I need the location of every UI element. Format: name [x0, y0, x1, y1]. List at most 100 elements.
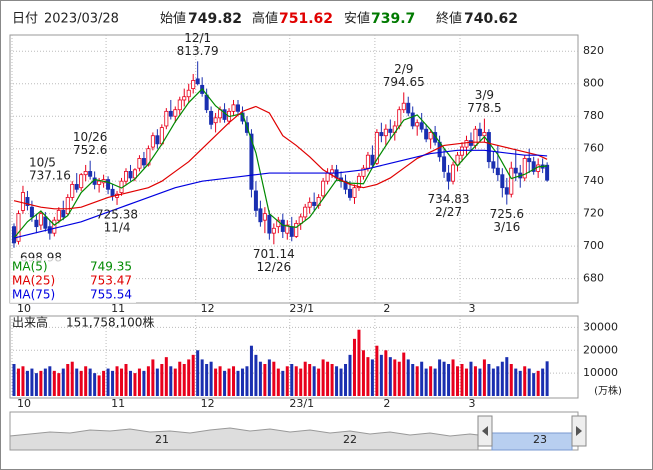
ma-line — [13, 88, 548, 239]
volume-bar — [102, 370, 106, 396]
volume-bar — [245, 366, 249, 396]
volume-bar — [384, 350, 388, 396]
candle-body — [231, 104, 236, 112]
volume-bar — [527, 368, 531, 396]
volume-bar — [460, 364, 464, 396]
x-tick-label: 10 — [17, 302, 31, 315]
volume-bar — [379, 354, 383, 396]
date-label: 日付 — [12, 12, 38, 27]
candle-body — [486, 132, 491, 163]
volume-bar — [142, 370, 146, 396]
candle-body — [204, 94, 209, 111]
legend-name: MA(25) — [12, 274, 55, 288]
candle-body — [88, 171, 93, 177]
volume-bar — [469, 361, 473, 396]
volume-bar — [66, 364, 70, 396]
x-tick-label: 23/1 — [289, 397, 314, 410]
volume-bar — [79, 370, 83, 396]
candle-body — [312, 201, 317, 206]
candle-body — [70, 184, 75, 198]
candle-body — [124, 171, 129, 182]
annotation-value: 752.6 — [73, 143, 107, 157]
volume-bar — [393, 359, 397, 396]
navigator-area — [9, 427, 479, 451]
candle-body — [491, 161, 496, 169]
candle-body — [477, 128, 482, 137]
candle-body — [442, 156, 447, 172]
volume-bar — [57, 373, 61, 396]
low-label: 安値 — [344, 11, 370, 27]
volume-bar — [429, 366, 433, 396]
volume-bar — [545, 361, 549, 396]
volume-bar — [308, 364, 312, 396]
volume-bar — [209, 361, 213, 396]
volume-bar — [218, 366, 222, 396]
annotation-date: 3/16 — [493, 220, 520, 234]
annotation-date: 12/1 — [184, 31, 211, 45]
candle-body — [173, 109, 178, 117]
annotation-date: 10/5 — [29, 155, 56, 169]
close-label: 終値 — [436, 11, 462, 27]
annotation-date: 12/26 — [257, 260, 292, 274]
candle-body — [370, 154, 375, 166]
volume-bar — [330, 364, 334, 396]
y-tick-label: 760 — [583, 142, 604, 155]
volume-bar — [496, 366, 500, 396]
candle-body — [38, 213, 43, 226]
volume-bar — [120, 368, 124, 396]
navigator-selection[interactable] — [491, 432, 573, 451]
candle-body — [504, 187, 509, 195]
volume-bar — [164, 357, 168, 396]
candle-body — [388, 128, 393, 133]
volume-bar — [263, 364, 267, 396]
candle-body — [419, 122, 424, 130]
volume-bar — [43, 368, 47, 396]
volume-bar — [236, 370, 240, 396]
legend-box — [10, 258, 136, 303]
candle-body — [132, 169, 137, 179]
candle-body — [43, 216, 48, 229]
navigator-label: 23 — [533, 433, 547, 446]
candle-body — [150, 135, 155, 148]
candle-body — [428, 132, 433, 140]
volume-bar — [227, 368, 231, 396]
volume-bar — [402, 352, 406, 396]
candle-body — [343, 180, 348, 190]
y-tick-label: 30000 — [583, 320, 618, 333]
candle-body — [473, 128, 478, 146]
ma-line — [13, 149, 548, 239]
candle-body — [361, 167, 366, 177]
volume-bar — [303, 361, 307, 396]
volume-bar — [290, 364, 294, 396]
candle-body — [464, 140, 469, 148]
candle-body — [97, 180, 102, 185]
high-value: 751.62 — [279, 11, 333, 27]
annotation-date: 2/27 — [435, 205, 462, 219]
volume-bar — [424, 368, 428, 396]
candle-body — [249, 133, 254, 190]
candle-body — [106, 179, 111, 190]
candle-body — [459, 146, 464, 156]
candle-body — [527, 158, 532, 163]
candle-body — [446, 172, 451, 182]
annotation-date: 3/9 — [475, 88, 494, 102]
volume-bar — [12, 364, 16, 396]
volume-bar — [128, 370, 132, 396]
volume-bar — [491, 368, 495, 396]
volume-bar — [30, 368, 34, 396]
volume-bar — [173, 368, 177, 396]
annotation-value: 794.65 — [383, 75, 425, 89]
volume-bar — [361, 350, 365, 396]
candle-body — [11, 226, 16, 244]
x-tick-label: 3 — [469, 397, 476, 410]
candle-body — [52, 219, 57, 234]
volume-bar — [518, 370, 522, 396]
ma-line — [13, 105, 548, 210]
volume-bar — [75, 368, 79, 396]
candle-body — [482, 132, 487, 137]
volume-bar — [111, 370, 115, 396]
candle-body — [20, 192, 25, 211]
volume-bar — [214, 368, 218, 396]
candle-body — [303, 206, 308, 218]
